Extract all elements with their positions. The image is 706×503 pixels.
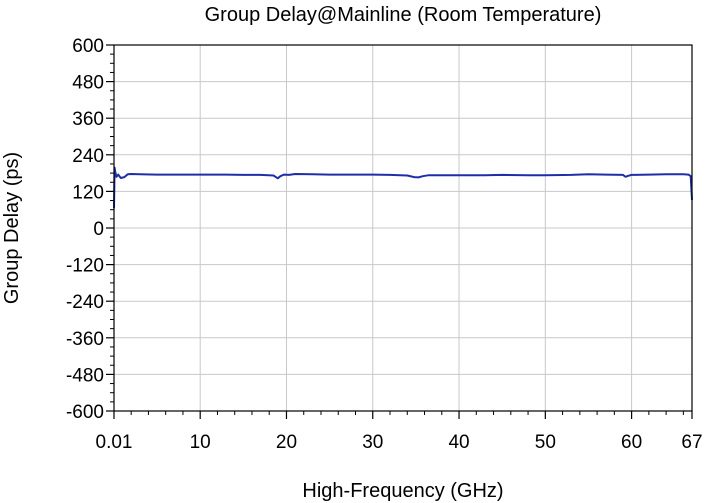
x-tick-label: 60	[621, 432, 642, 453]
y-tick-label: -120	[66, 256, 104, 277]
x-tick-label: 20	[276, 432, 297, 453]
y-tick-label: -480	[66, 365, 104, 386]
plot-frame	[113, 44, 693, 412]
y-tick-label: -600	[66, 402, 104, 423]
x-tick-label: 30	[362, 432, 383, 453]
axis-ticks	[106, 44, 693, 419]
x-tick-label: 0.01	[96, 432, 133, 453]
x-tick-label: 67	[681, 432, 702, 453]
y-tick-label: -360	[66, 329, 104, 350]
x-tick-label: 40	[448, 432, 469, 453]
y-tick-label: 360	[72, 109, 104, 130]
chart-title: Group Delay@Mainline (Room Temperature)	[205, 4, 602, 26]
series-line	[113, 166, 693, 209]
y-tick-label: 480	[72, 73, 104, 94]
y-tick-label: 120	[72, 182, 104, 203]
x-axis-label: High-Frequency (GHz)	[302, 480, 503, 502]
x-tick-label: 50	[535, 432, 556, 453]
y-tick-label: 240	[72, 146, 104, 167]
grid-lines	[114, 45, 692, 411]
y-axis-label: Group Delay (ps)	[1, 152, 23, 304]
series-layer	[113, 166, 693, 209]
y-tick-label: 0	[93, 219, 104, 240]
tick-labels: 600 480 360 240 120 0 -120 -240 -360 -480 -600 0.01…	[66, 36, 703, 453]
y-tick-label: 600	[72, 36, 104, 57]
x-tick-label: 10	[190, 432, 211, 453]
y-tick-label: -240	[66, 292, 104, 313]
